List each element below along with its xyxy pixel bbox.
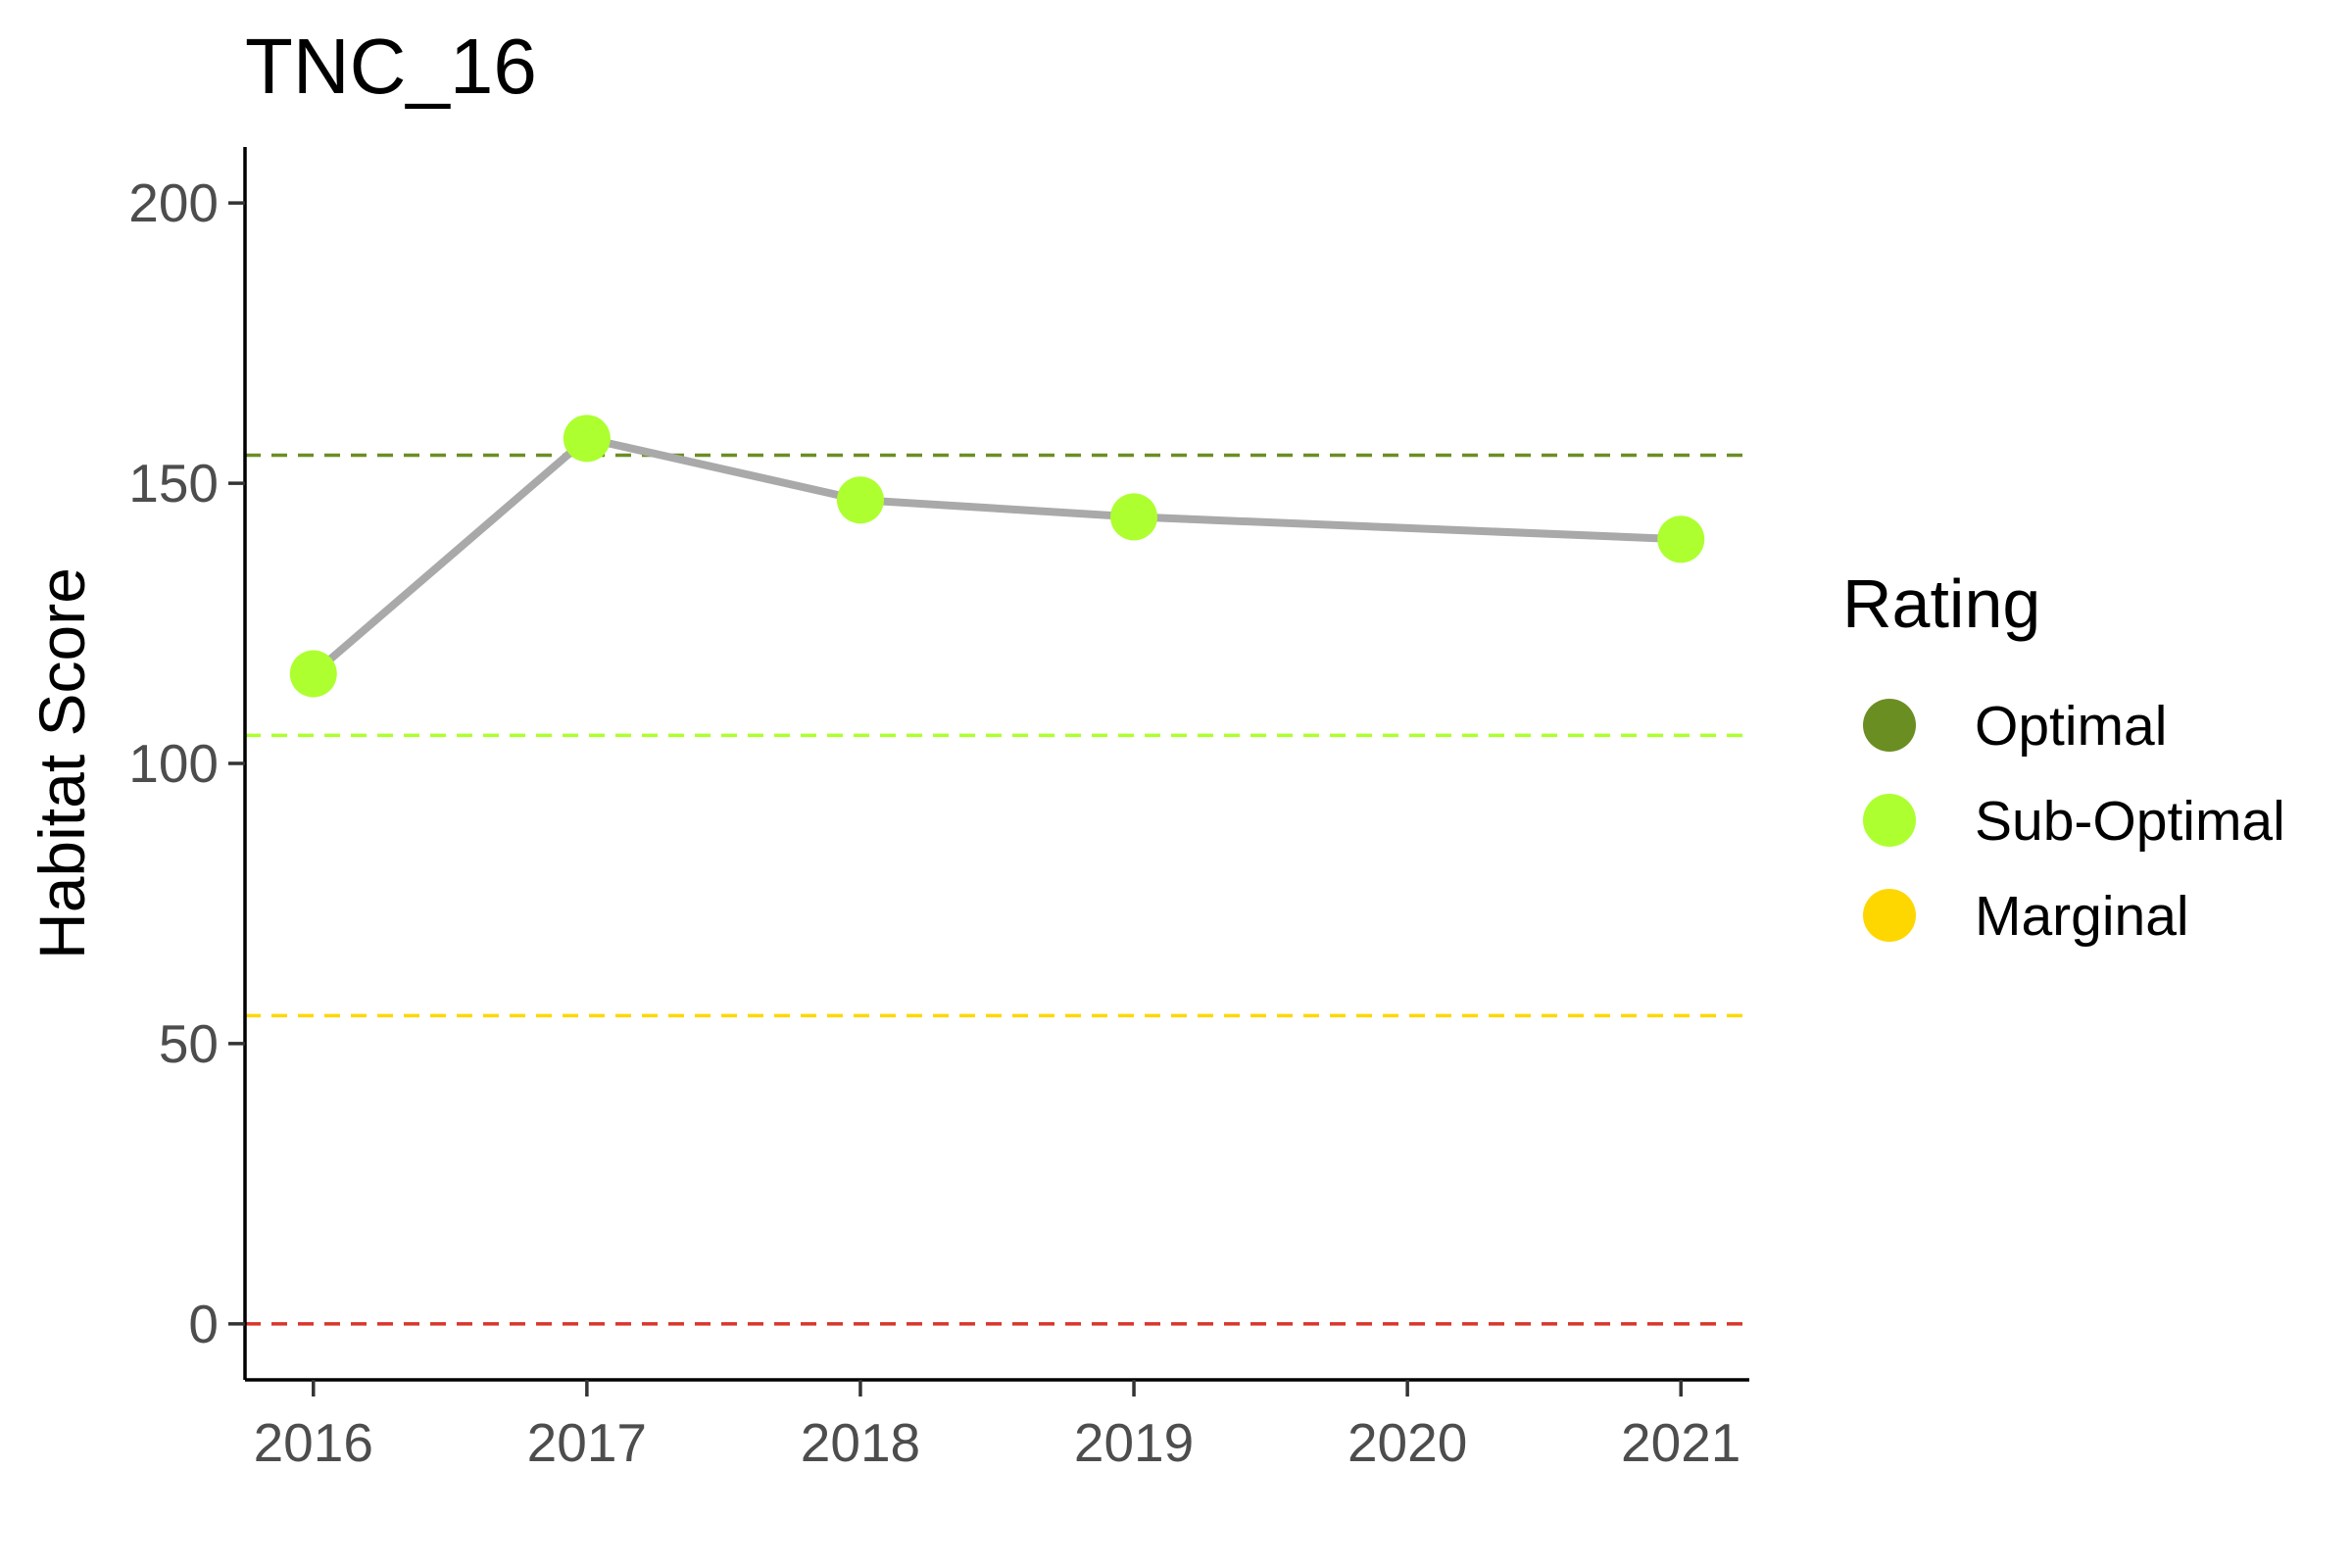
series-line-layer xyxy=(309,434,1686,678)
threshold-lines xyxy=(245,453,1749,1326)
data-point-2021 xyxy=(1657,515,1705,564)
y-axis-title: Habitat Score xyxy=(25,567,98,959)
y-tick-label-100: 100 xyxy=(128,733,219,794)
data-point-2016 xyxy=(289,650,337,698)
legend-key-optimal xyxy=(1863,699,1916,752)
y-tick-label-50: 50 xyxy=(159,1013,219,1074)
data-points xyxy=(289,415,1705,698)
legend-label-marginal: Marginal xyxy=(1975,885,2189,948)
y-tick-label-200: 200 xyxy=(128,172,219,233)
x-tick-label-2016: 2016 xyxy=(254,1412,373,1473)
x-tick-label-2017: 2017 xyxy=(527,1412,647,1473)
y-axis-ticks: 0 50 100 150 200 xyxy=(128,172,245,1354)
x-tick-label-2019: 2019 xyxy=(1074,1412,1194,1473)
data-point-2017 xyxy=(563,415,611,463)
legend-label-optimal: Optimal xyxy=(1975,695,2167,758)
y-tick-label-0: 0 xyxy=(188,1294,219,1354)
y-tick-label-150: 150 xyxy=(128,453,219,514)
legend: Optimal Sub-Optimal Marginal xyxy=(1863,695,2285,948)
legend-label-sub-optimal: Sub-Optimal xyxy=(1975,790,2285,853)
chart-title: TNC_16 xyxy=(245,23,537,110)
legend-key-sub-optimal xyxy=(1863,794,1916,847)
legend-title: Rating xyxy=(1842,565,2040,642)
series-line-0 xyxy=(309,434,1686,678)
x-axis-ticks: 2016 2017 2018 2019 2020 2021 xyxy=(254,1380,1740,1473)
data-point-2019 xyxy=(1110,493,1158,541)
x-tick-label-2021: 2021 xyxy=(1621,1412,1740,1473)
x-tick-label-2018: 2018 xyxy=(801,1412,920,1473)
x-tick-label-2020: 2020 xyxy=(1348,1412,1467,1473)
data-point-2018 xyxy=(836,476,884,524)
legend-key-marginal xyxy=(1863,889,1916,942)
